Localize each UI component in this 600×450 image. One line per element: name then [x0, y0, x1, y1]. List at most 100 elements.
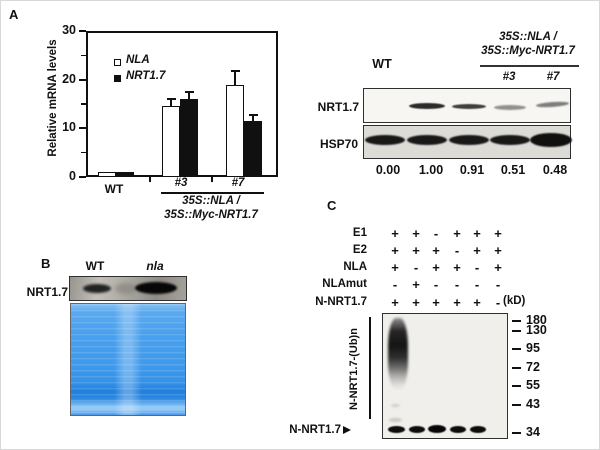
error-bar: [252, 115, 254, 125]
y-axis-minor-tick: [81, 54, 86, 57]
smear-bracket-line: [369, 317, 371, 419]
error-bar: [188, 92, 190, 103]
panel-a-label: A: [9, 7, 19, 22]
group-label-line2: 35S::Myc-NRT1.7: [164, 209, 258, 221]
blot-band: [387, 426, 405, 433]
x-axis-separator-tick: [211, 177, 213, 182]
condition-sign: +: [432, 260, 440, 275]
y-axis-tick: [79, 30, 86, 32]
condition-sign: +: [432, 295, 440, 310]
x-category-3: #3: [174, 177, 188, 189]
condition-label-nlamut: NLAmut: [322, 278, 367, 290]
mw-label: 43: [526, 397, 540, 411]
condition-sign: +: [453, 295, 461, 310]
blot-a-nrt17-strip: [363, 88, 571, 123]
mw-tick: [512, 384, 521, 388]
mw-tick: [512, 431, 521, 435]
panel-c-label: C: [327, 198, 337, 213]
error-bar: [234, 71, 236, 88]
mw-label: 180: [526, 313, 547, 327]
mw-label: 34: [526, 425, 540, 439]
y-axis-tick: [79, 127, 86, 130]
condition-sign: +: [494, 243, 502, 258]
bar-nla-#7: [226, 84, 244, 177]
condition-sign: -: [433, 226, 439, 241]
faint-band: [389, 418, 402, 422]
y-axis-tick: [79, 176, 86, 178]
condition-sign: +: [412, 243, 420, 258]
mw-tick: [512, 319, 521, 323]
faint-band: [391, 404, 400, 407]
legend-swatch-nrt17: [114, 75, 121, 82]
blot-b-lane-nla-label: nla: [146, 259, 164, 273]
blot-band: [535, 100, 570, 109]
band-intensity-value: 0.00: [375, 163, 401, 177]
condition-sign: +: [494, 226, 502, 241]
y-axis-title: Relative mRNA levels: [47, 39, 59, 157]
band-intensity-value: 0.51: [500, 163, 526, 177]
blot-a-wt-label: WT: [372, 57, 392, 71]
blot-b-coomassie-gel: [70, 303, 186, 416]
mw-label: 95: [526, 341, 540, 355]
blot-b-lane-wt-label: WT: [85, 259, 105, 273]
condition-label-e2: E2: [352, 244, 367, 256]
legend-label-nla: NLA: [126, 54, 150, 66]
blot-a-genotype-line1: 35S::NLA /: [499, 31, 557, 43]
blot-band: [452, 104, 486, 109]
x-axis-separator-tick: [149, 177, 151, 182]
blot-band: [449, 426, 466, 433]
legend-swatch-nla: [114, 59, 121, 66]
bar-nrt1.7-#7: [244, 121, 262, 177]
blot-b-row-label-nrt17: NRT1.7: [26, 285, 68, 299]
band-intensity-value: 1.00: [418, 163, 444, 177]
condition-sign: -: [495, 295, 501, 310]
condition-sign: +: [391, 295, 399, 310]
condition-sign: +: [494, 260, 502, 275]
blot-c-membrane: [382, 313, 508, 439]
condition-sign: +: [473, 295, 481, 310]
blot-band: [470, 426, 486, 433]
arrow-right-icon: [343, 426, 351, 434]
legend-label-nrt17: NRT1.7: [126, 70, 166, 82]
bar-nrt1.7-WT: [116, 172, 134, 177]
condition-label-n-nrt1-7: N-NRT1.7: [315, 296, 367, 308]
mw-tick: [512, 329, 521, 333]
group-label-line1: 35S::NLA /: [182, 195, 240, 207]
y-axis-tick-label: 20: [62, 71, 76, 86]
condition-sign: +: [412, 277, 420, 292]
condition-sign: +: [473, 226, 481, 241]
mw-label: 130: [526, 323, 547, 337]
condition-sign: +: [391, 243, 399, 258]
x-category-wt: WT: [104, 182, 124, 196]
y-axis-tick-label: 10: [62, 120, 76, 135]
blot-a-row-label-hsp70: HSP70: [319, 137, 358, 151]
condition-label-e1: E1: [352, 227, 367, 239]
blot-band: [115, 283, 137, 294]
blot-band: [449, 135, 489, 145]
y-axis-tick: [79, 78, 86, 81]
condition-sign: +: [412, 295, 420, 310]
condition-sign: +: [391, 260, 399, 275]
blot-band: [490, 135, 530, 145]
condition-sign: +: [412, 226, 420, 241]
blot-band: [409, 103, 445, 109]
error-bar-cap: [248, 114, 258, 116]
blot-a-genotype-line2: 35S::Myc-NRT1.7: [481, 45, 575, 57]
y-axis-tick-label: 30: [62, 23, 76, 37]
condition-sign: -: [495, 277, 501, 292]
bar-nla-WT: [98, 172, 116, 177]
y-axis-minor-tick: [81, 151, 86, 154]
bar-nla-#3: [162, 106, 180, 177]
blot-a-genotype-underline: [480, 65, 579, 67]
condition-sign: +: [473, 243, 481, 258]
condition-sign: -: [392, 277, 398, 292]
x-category-7: #7: [231, 177, 245, 189]
condition-sign: +: [391, 226, 399, 241]
band-intensity-value: 0.91: [459, 163, 485, 177]
condition-label-nla: NLA: [343, 261, 367, 273]
blot-band: [530, 133, 572, 147]
condition-sign: -: [454, 277, 460, 292]
blot-band: [407, 135, 447, 145]
condition-sign: -: [433, 277, 439, 292]
